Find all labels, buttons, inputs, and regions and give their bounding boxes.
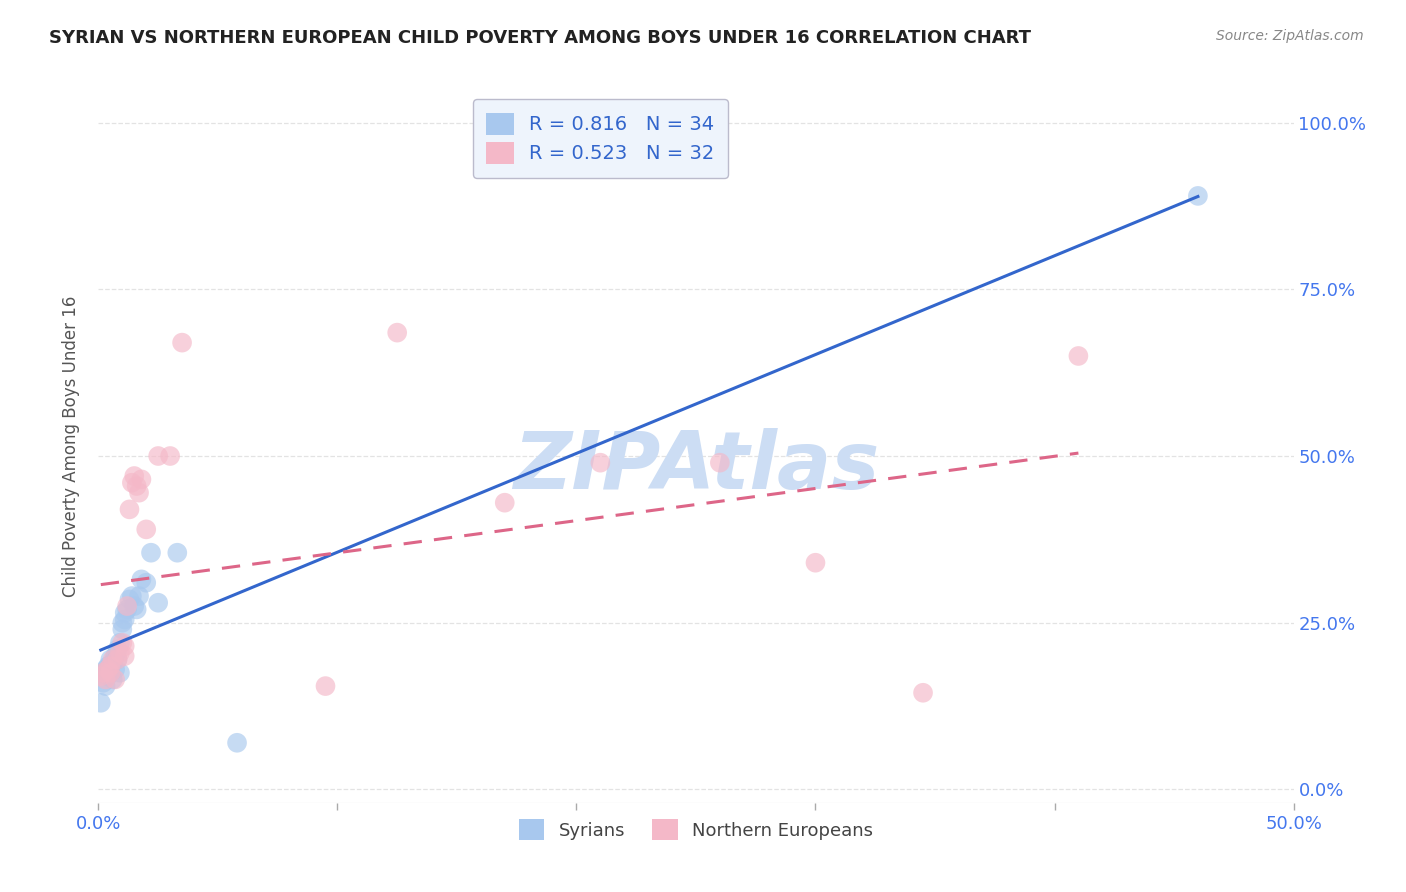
Point (111, 636, 134, 650)
Point (139, 546, 162, 560)
Point (385, 326, 409, 340)
Point (114, 612, 136, 626)
Point (111, 615, 134, 630)
Point (98, 665, 122, 680)
Point (91, 665, 114, 680)
Point (166, 546, 188, 560)
Point (90, 669, 112, 683)
Point (1067, 349, 1090, 363)
Point (128, 485, 150, 500)
Point (114, 649, 136, 664)
Point (115, 602, 138, 616)
Point (118, 502, 141, 516)
Point (114, 606, 136, 620)
Point (1187, 189, 1209, 203)
Point (124, 469, 146, 483)
Point (101, 652, 124, 666)
Point (107, 642, 129, 657)
Y-axis label: Child Poverty Among Boys Under 16: Child Poverty Among Boys Under 16 (62, 295, 80, 597)
Point (98, 659, 122, 673)
Point (121, 589, 143, 603)
Point (111, 623, 134, 637)
Point (131, 573, 153, 587)
Point (494, 496, 516, 510)
Point (172, 335, 194, 350)
Point (104, 673, 127, 687)
Point (94, 673, 117, 687)
Point (589, 456, 612, 470)
Point (90, 696, 112, 710)
Text: ZIPAtlas: ZIPAtlas (513, 428, 879, 507)
Point (104, 662, 127, 676)
Point (91, 675, 114, 690)
Point (115, 599, 138, 613)
Point (98, 652, 122, 666)
Point (148, 596, 170, 610)
Point (94, 662, 117, 676)
Point (98, 665, 122, 680)
Legend: Syrians, Northern Europeans: Syrians, Northern Europeans (512, 812, 880, 847)
Point (709, 456, 731, 470)
Point (91, 665, 114, 680)
Text: Source: ZipAtlas.com: Source: ZipAtlas.com (1216, 29, 1364, 43)
Point (911, 686, 934, 700)
Point (104, 649, 127, 664)
Point (107, 652, 129, 666)
Point (125, 479, 148, 493)
Point (135, 575, 157, 590)
Point (108, 665, 131, 680)
Point (94, 679, 117, 693)
Point (125, 602, 148, 616)
Point (121, 475, 143, 490)
Point (118, 592, 141, 607)
Text: SYRIAN VS NORTHERN EUROPEAN CHILD POVERTY AMONG BOYS UNDER 16 CORRELATION CHART: SYRIAN VS NORTHERN EUROPEAN CHILD POVERT… (49, 29, 1031, 46)
Point (108, 636, 131, 650)
Point (804, 556, 827, 570)
Point (97, 669, 120, 683)
Point (97, 662, 120, 676)
Point (101, 673, 124, 687)
Point (108, 646, 131, 660)
Point (114, 639, 136, 653)
Point (131, 472, 153, 486)
Point (148, 449, 170, 463)
Point (124, 599, 146, 613)
Point (135, 522, 157, 536)
Point (128, 589, 150, 603)
Point (97, 659, 120, 673)
Point (226, 736, 249, 750)
Point (159, 449, 181, 463)
Point (315, 679, 337, 693)
Point (107, 652, 129, 666)
Point (101, 656, 124, 670)
